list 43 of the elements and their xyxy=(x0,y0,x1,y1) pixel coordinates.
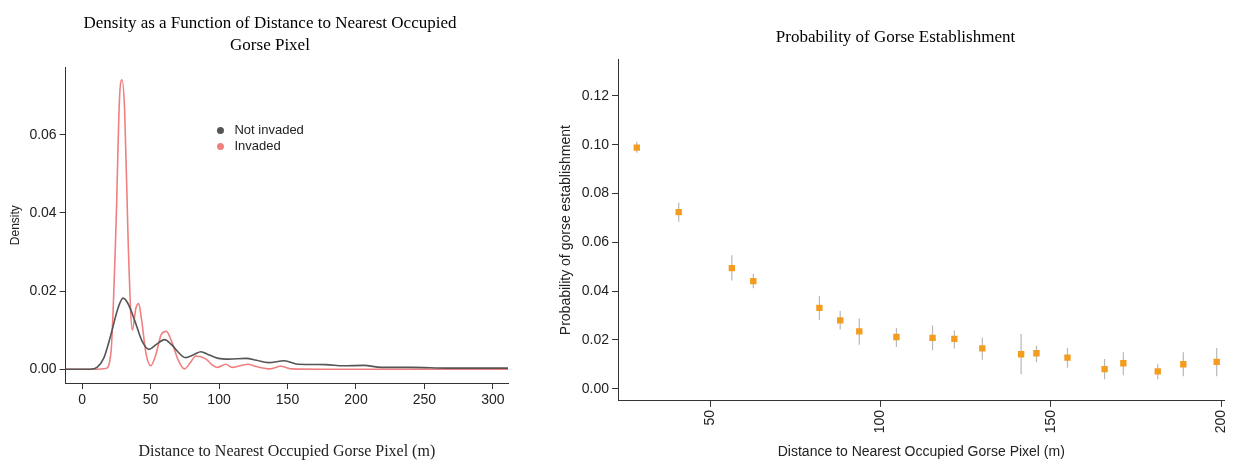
y-tick-label: 0.06 xyxy=(581,233,610,250)
x-tick-label: 150 xyxy=(275,391,300,408)
x-axis-title: Distance to Nearest Occupied Gorse Pixel (m) xyxy=(138,441,436,460)
point xyxy=(1033,350,1040,357)
x-tick-label: 250 xyxy=(412,391,437,408)
chart-title: Probability of Gorse Establishment xyxy=(774,26,1017,48)
x-tick-label: 50 xyxy=(700,409,717,426)
x-tick-label: 100 xyxy=(871,409,888,434)
x-tick-label: 100 xyxy=(207,391,231,408)
x-tick-label: 200 xyxy=(344,391,368,408)
point xyxy=(929,334,936,342)
y-axis-title: Probability of gorse establishment xyxy=(557,124,574,336)
y-tick-label: 0.00 xyxy=(29,360,57,377)
chart-title: Density as a Function of Distance to Nearest Occupied Gorse Pixel xyxy=(82,12,458,56)
point xyxy=(951,335,958,343)
x-tick-label: 150 xyxy=(1041,409,1058,434)
y-tick-label: 0.10 xyxy=(581,135,610,152)
x-tick-label: 0 xyxy=(78,391,87,408)
y-tick-label: 0.12 xyxy=(581,86,610,103)
point xyxy=(1120,360,1127,367)
point xyxy=(1154,368,1161,375)
legend-label: Not invaded xyxy=(234,122,304,138)
x-tick-label: 50 xyxy=(142,391,159,408)
y-axis-title: Density xyxy=(7,205,22,246)
x-tick-label: 300 xyxy=(481,391,505,408)
y-tick-label: 0.06 xyxy=(29,125,57,142)
y-tick-label: 0.00 xyxy=(581,379,610,396)
line-series xyxy=(65,297,508,371)
point xyxy=(816,304,823,312)
y-tick-label: 0.04 xyxy=(581,281,610,298)
y-tick-label: 0.04 xyxy=(29,203,57,220)
y-tick-label: 0.02 xyxy=(29,281,57,298)
y-tick-label: 0.08 xyxy=(581,184,610,201)
x-tick-label: 200 xyxy=(1211,409,1228,434)
point xyxy=(1101,365,1108,373)
y-tick-label: 0.02 xyxy=(581,330,610,347)
x-axis-title: Distance to Nearest Occupied Gorse Pixel (m) xyxy=(777,443,1065,460)
point xyxy=(979,345,986,352)
point xyxy=(893,333,900,341)
point xyxy=(856,328,863,335)
point xyxy=(1064,354,1071,361)
legend-label: Invaded xyxy=(234,138,281,154)
point xyxy=(837,317,844,324)
